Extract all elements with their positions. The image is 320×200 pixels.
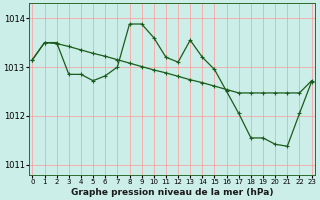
- X-axis label: Graphe pression niveau de la mer (hPa): Graphe pression niveau de la mer (hPa): [71, 188, 273, 197]
